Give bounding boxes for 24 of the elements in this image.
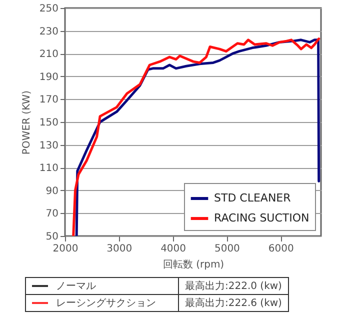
text: 最高出力:222.0 (kw) [178,278,288,294]
y-tick-label: 70 [46,208,58,220]
legend-label: RACING SUCTION [214,212,310,224]
x-tick-label: 6000 [268,244,294,254]
x-tick-label: 5000 [214,244,240,254]
y-tick-label: 190 [39,72,58,83]
y-tick-label: 250 [39,4,58,14]
text: 最高出力:222.6 (kw) [178,294,288,312]
y-tick-label: 170 [39,94,58,106]
y-tick-label: 230 [39,26,58,38]
legend-label: STD CLEANER [214,192,292,204]
y-tick-label: 210 [39,49,58,60]
y-tick-label: 130 [39,140,58,152]
y-tick-label: 150 [39,118,58,128]
text: レーシングサクション [56,298,156,309]
x-axis-title: 回転数 (rpm) [162,260,224,270]
x-tick-label: 3000 [106,244,132,254]
x-tick-label: 2000 [52,244,78,254]
y-axis-title: POWER (KW) [21,90,32,155]
x-tick-label: 4000 [160,244,186,254]
y-tick-label: 90 [46,186,58,197]
y-tick-label: 110 [39,163,58,174]
text: ノーマル [56,281,96,292]
y-tick-label: 50 [46,232,58,242]
